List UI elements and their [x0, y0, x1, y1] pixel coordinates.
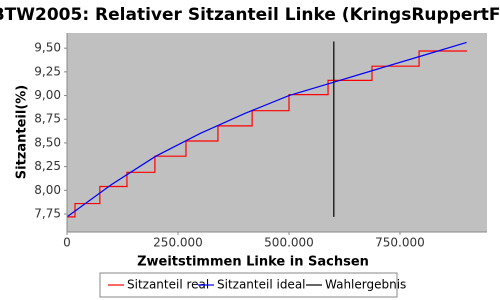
y-tick-label: 9,50: [34, 41, 61, 55]
y-tick-label: 8,25: [34, 159, 61, 173]
y-tick-label: 8,50: [34, 135, 61, 149]
x-tick-label: 500.000: [264, 236, 314, 250]
y-tick-label: 8,75: [34, 112, 61, 126]
y-tick-label: 9,25: [34, 64, 61, 78]
series-line: [67, 50, 468, 218]
x-axis-label: Zweitstimmen Linke in Sachsen: [137, 255, 369, 270]
legend-label: Wahlergebnis: [325, 278, 406, 292]
y-tick-label: 7,75: [34, 206, 61, 220]
y-tick-label: 9,00: [34, 88, 61, 102]
plot-area: [67, 33, 487, 232]
legend-label: Sitzanteil real: [127, 278, 209, 292]
chart-title: BTW2005: Relativer Sitzanteil Linke (Kri…: [0, 5, 500, 25]
legend-label: Sitzanteil ideal: [217, 278, 306, 292]
x-tick-label: 0: [63, 236, 71, 250]
x-tick-label: 250.000: [153, 236, 203, 250]
series-line: [66, 41, 467, 218]
y-tick-label: 8,00: [34, 183, 61, 197]
legend-box: [99, 272, 398, 298]
y-axis-label: Sitzanteil(%): [15, 85, 30, 179]
x-tick-label: 750.000: [375, 236, 425, 250]
